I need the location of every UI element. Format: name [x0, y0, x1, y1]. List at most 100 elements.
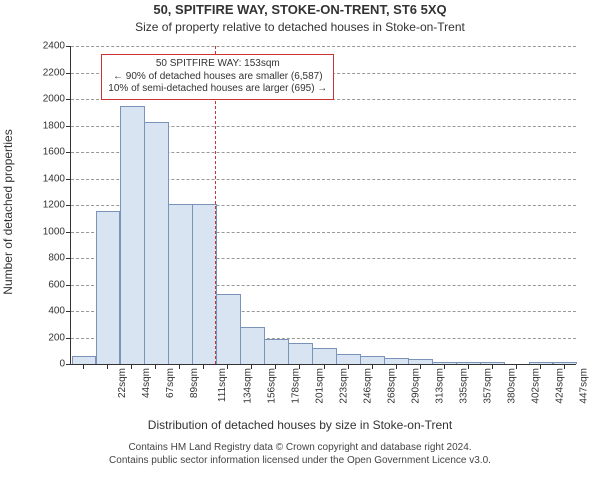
x-tick-label: 134sqm	[242, 368, 253, 404]
y-tick	[66, 179, 71, 180]
x-tick-label: 22sqm	[117, 368, 128, 398]
y-tick-label: 1400	[43, 173, 65, 184]
y-tick	[66, 285, 71, 286]
bar	[96, 211, 121, 364]
bar	[120, 106, 145, 364]
y-tick	[66, 232, 71, 233]
x-tick	[468, 364, 469, 369]
chart-container: { "title": "50, SPITFIRE WAY, STOKE-ON-T…	[0, 0, 600, 500]
x-tick	[251, 364, 252, 369]
x-tick	[516, 364, 517, 369]
x-tick	[107, 364, 108, 369]
chart-subtitle: Size of property relative to detached ho…	[0, 20, 600, 34]
x-tick-label: 111sqm	[217, 368, 228, 402]
chart-title: 50, SPITFIRE WAY, STOKE-ON-TRENT, ST6 5X…	[0, 2, 600, 17]
bar	[264, 339, 289, 364]
x-tick	[179, 364, 180, 369]
y-tick-label: 2200	[43, 67, 65, 78]
bar	[456, 362, 481, 364]
x-tick	[420, 364, 421, 369]
caption-line-2: Contains public sector information licen…	[109, 455, 491, 466]
x-tick-label: 156sqm	[266, 368, 277, 404]
y-tick-label: 200	[48, 332, 65, 343]
x-tick	[324, 364, 325, 369]
annotation-line-2: ← 90% of detached houses are smaller (6,…	[108, 71, 327, 84]
bar	[336, 354, 361, 364]
x-tick	[131, 364, 132, 369]
x-tick-label: 447sqm	[579, 368, 590, 404]
x-tick-label: 44sqm	[141, 368, 152, 398]
bar	[432, 362, 457, 364]
x-tick-label: 201sqm	[314, 368, 325, 404]
x-tick	[444, 364, 445, 369]
y-tick-label: 600	[48, 279, 65, 290]
x-tick	[372, 364, 373, 369]
bar	[553, 362, 578, 364]
y-tick	[66, 338, 71, 339]
x-tick	[83, 364, 84, 369]
bar	[192, 204, 217, 364]
y-tick-label: 400	[48, 306, 65, 317]
x-tick-label: 178sqm	[290, 368, 301, 404]
x-tick-label: 223sqm	[339, 368, 350, 404]
bar	[288, 343, 313, 364]
y-tick-label: 800	[48, 253, 65, 264]
annotation-box: 50 SPITFIRE WAY: 153sqm ← 90% of detache…	[101, 54, 334, 100]
x-tick	[564, 364, 565, 369]
y-tick	[66, 152, 71, 153]
y-tick-label: 1600	[43, 147, 65, 158]
x-axis-title: Distribution of detached houses by size …	[0, 418, 600, 432]
plot-area: 50 SPITFIRE WAY: 153sqm ← 90% of detache…	[70, 46, 576, 365]
x-tick-label: 67sqm	[165, 368, 176, 398]
x-tick-label: 89sqm	[189, 368, 200, 398]
y-tick	[66, 73, 71, 74]
x-tick	[155, 364, 156, 369]
x-tick-label: 290sqm	[411, 368, 422, 404]
x-tick	[203, 364, 204, 369]
bar	[144, 122, 169, 364]
y-axis-title: Number of detached properties	[1, 112, 15, 312]
bar	[312, 348, 337, 364]
bar	[72, 356, 97, 364]
bar	[216, 294, 241, 364]
bar	[480, 362, 505, 364]
y-tick-label: 1200	[43, 200, 65, 211]
x-tick-label: 357sqm	[483, 368, 494, 404]
y-tick-label: 1000	[43, 226, 65, 237]
x-tick-label: 424sqm	[555, 368, 566, 404]
x-tick	[348, 364, 349, 369]
x-tick-label: 402sqm	[531, 368, 542, 404]
x-tick-label: 380sqm	[507, 368, 518, 404]
y-tick-label: 2000	[43, 94, 65, 105]
chart-caption: Contains HM Land Registry data © Crown c…	[0, 442, 600, 467]
x-tick	[492, 364, 493, 369]
x-tick-label: 335sqm	[459, 368, 470, 404]
bar	[168, 204, 193, 364]
x-tick	[396, 364, 397, 369]
gridline	[71, 46, 576, 47]
x-tick-label: 268sqm	[387, 368, 398, 404]
bar	[360, 356, 385, 364]
y-tick-label: 0	[59, 359, 65, 370]
x-tick	[275, 364, 276, 369]
y-tick	[66, 258, 71, 259]
y-tick	[66, 205, 71, 206]
bar	[408, 359, 433, 364]
y-tick-label: 2400	[43, 41, 65, 52]
y-tick	[66, 311, 71, 312]
annotation-line-3: 10% of semi-detached houses are larger (…	[108, 83, 327, 96]
bar	[240, 327, 265, 364]
x-tick	[227, 364, 228, 369]
bar	[384, 358, 409, 364]
x-tick-label: 246sqm	[363, 368, 374, 404]
caption-line-1: Contains HM Land Registry data © Crown c…	[128, 442, 471, 453]
y-tick	[66, 364, 71, 365]
x-tick	[540, 364, 541, 369]
x-tick-label: 313sqm	[435, 368, 446, 404]
y-tick	[66, 99, 71, 100]
y-tick-label: 1800	[43, 120, 65, 131]
bar	[529, 362, 554, 364]
x-tick	[299, 364, 300, 369]
y-tick	[66, 126, 71, 127]
annotation-line-1: 50 SPITFIRE WAY: 153sqm	[108, 58, 327, 71]
